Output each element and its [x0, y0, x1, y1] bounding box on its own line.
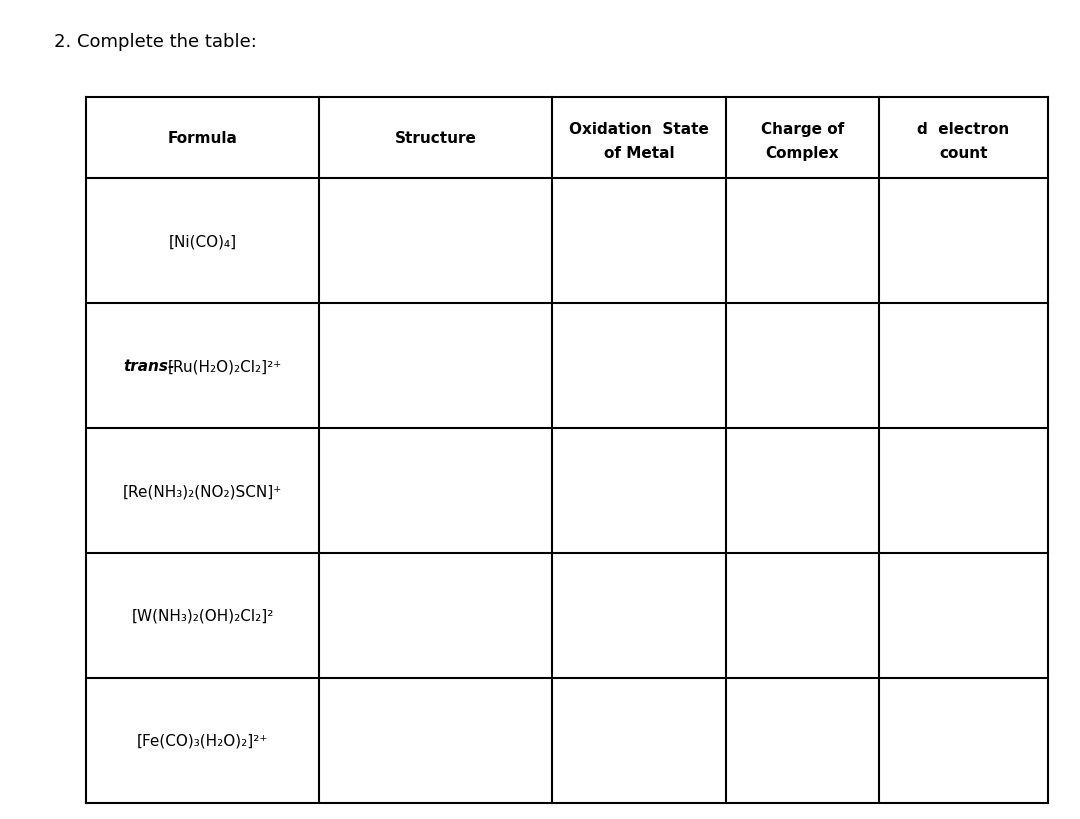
Text: [Ni(CO)₄]: [Ni(CO)₄]	[168, 234, 237, 249]
Text: Oxidation  State: Oxidation State	[569, 121, 708, 137]
Text: Formula: Formula	[167, 131, 238, 147]
Text: Structure: Structure	[395, 131, 476, 147]
Text: [Fe(CO)₃(H₂O)₂]²⁺: [Fe(CO)₃(H₂O)₂]²⁺	[137, 733, 269, 748]
Text: 2. Complete the table:: 2. Complete the table:	[54, 33, 257, 51]
Text: [Ru(H₂O)₂Cl₂]²⁺: [Ru(H₂O)₂Cl₂]²⁺	[168, 359, 282, 373]
Text: of Metal: of Metal	[604, 146, 674, 161]
Text: [Re(NH₃)₂(NO₂)SCN]⁺: [Re(NH₃)₂(NO₂)SCN]⁺	[123, 483, 283, 499]
Text: Charge of: Charge of	[760, 121, 843, 137]
Text: count: count	[940, 146, 987, 161]
Text: d  electron: d electron	[917, 121, 1010, 137]
Text: Complex: Complex	[766, 146, 839, 161]
Text: trans-: trans-	[123, 359, 175, 373]
Text: [W(NH₃)₂(OH)₂Cl₂]²: [W(NH₃)₂(OH)₂Cl₂]²	[132, 609, 274, 623]
